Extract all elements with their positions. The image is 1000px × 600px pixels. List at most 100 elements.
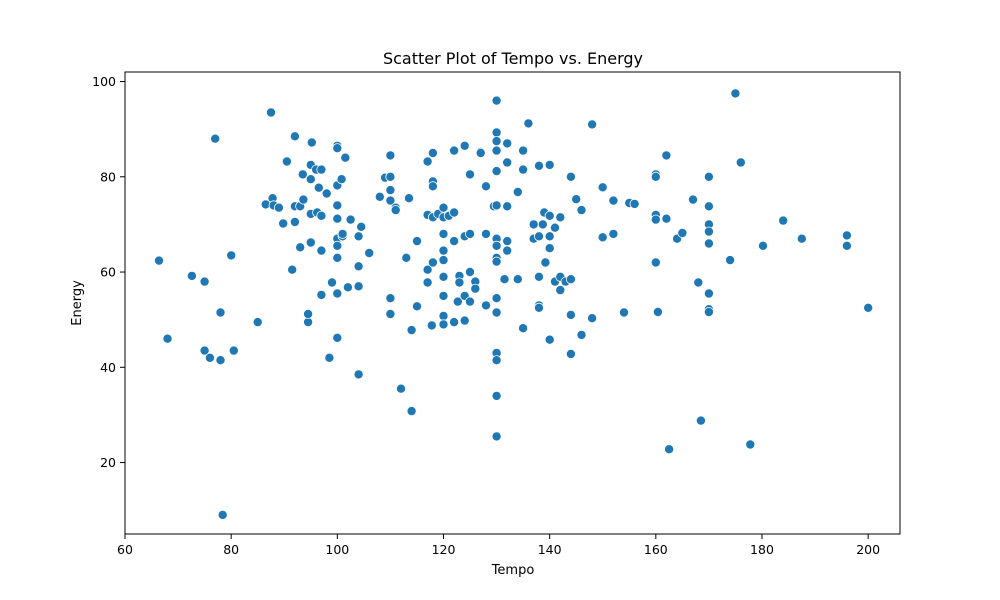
data-point bbox=[512, 274, 523, 285]
data-point bbox=[587, 119, 598, 130]
data-point bbox=[576, 205, 587, 216]
data-point bbox=[356, 221, 367, 232]
data-point bbox=[265, 107, 276, 118]
data-point bbox=[385, 293, 396, 304]
data-point bbox=[411, 236, 422, 247]
data-point bbox=[491, 355, 502, 366]
data-point bbox=[385, 308, 396, 319]
data-point bbox=[438, 290, 449, 301]
data-point bbox=[449, 207, 460, 218]
data-point bbox=[518, 323, 529, 334]
data-point bbox=[289, 131, 300, 142]
data-point bbox=[491, 166, 502, 177]
data-point bbox=[502, 236, 513, 247]
data-point bbox=[544, 334, 555, 345]
x-axis: 60 80 100 120 140 160 180 200 bbox=[117, 534, 880, 557]
data-point bbox=[459, 140, 470, 151]
data-point bbox=[406, 406, 417, 417]
data-point bbox=[555, 212, 566, 223]
data-point bbox=[703, 306, 714, 317]
data-point bbox=[565, 309, 576, 320]
data-point bbox=[565, 348, 576, 359]
data-point bbox=[480, 300, 491, 311]
data-point bbox=[534, 231, 545, 242]
data-point bbox=[661, 150, 672, 161]
data-point bbox=[326, 277, 337, 288]
data-point bbox=[342, 282, 353, 293]
data-point bbox=[422, 264, 433, 275]
data-point bbox=[422, 156, 433, 167]
x-axis-label: Tempo bbox=[491, 563, 535, 578]
data-point bbox=[353, 231, 364, 242]
data-point bbox=[316, 289, 327, 300]
data-point bbox=[313, 182, 324, 193]
chart-title: Scatter Plot of Tempo vs. Energy bbox=[383, 49, 643, 68]
data-point bbox=[306, 137, 317, 148]
data-point bbox=[725, 255, 736, 266]
data-point bbox=[210, 133, 221, 144]
data-point bbox=[475, 147, 486, 158]
data-point bbox=[390, 205, 401, 216]
data-point bbox=[332, 332, 343, 343]
data-point bbox=[385, 195, 396, 206]
data-point bbox=[449, 145, 460, 156]
data-point bbox=[336, 174, 347, 185]
data-point bbox=[502, 201, 513, 212]
data-point bbox=[464, 266, 475, 277]
data-point bbox=[534, 160, 545, 171]
data-point bbox=[544, 243, 555, 254]
data-point bbox=[401, 252, 412, 263]
data-point bbox=[703, 171, 714, 182]
y-axis: 20 40 60 80 100 bbox=[92, 74, 125, 470]
data-point bbox=[693, 277, 704, 288]
data-point bbox=[688, 194, 699, 205]
data-point bbox=[324, 352, 335, 363]
data-point bbox=[796, 233, 807, 244]
data-point bbox=[491, 240, 502, 251]
points-layer bbox=[153, 88, 874, 520]
data-point bbox=[518, 145, 529, 156]
data-point bbox=[464, 228, 475, 239]
data-point bbox=[281, 156, 292, 167]
data-point bbox=[438, 228, 449, 239]
data-point bbox=[491, 200, 502, 211]
data-point bbox=[385, 171, 396, 182]
x-tick-label: 140 bbox=[538, 542, 562, 557]
data-point bbox=[491, 256, 502, 267]
data-point bbox=[422, 277, 433, 288]
y-tick-label: 100 bbox=[92, 74, 116, 89]
data-point bbox=[534, 302, 545, 313]
data-point bbox=[289, 216, 300, 227]
data-point bbox=[427, 257, 438, 268]
data-point bbox=[470, 283, 481, 294]
data-point bbox=[661, 213, 672, 224]
x-tick-label: 100 bbox=[325, 542, 349, 557]
data-point bbox=[215, 307, 226, 318]
data-point bbox=[403, 193, 414, 204]
data-point bbox=[337, 228, 348, 239]
data-point bbox=[491, 136, 502, 147]
data-point bbox=[449, 236, 460, 247]
data-point bbox=[652, 306, 663, 317]
data-point bbox=[555, 285, 566, 296]
data-point bbox=[544, 210, 555, 221]
data-point bbox=[491, 127, 502, 138]
data-point bbox=[438, 310, 449, 321]
data-point bbox=[544, 231, 555, 242]
y-tick-label: 20 bbox=[100, 455, 116, 470]
data-point bbox=[316, 245, 327, 256]
data-point bbox=[321, 188, 332, 199]
data-point bbox=[332, 213, 343, 224]
x-tick-label: 80 bbox=[223, 542, 239, 557]
data-point bbox=[364, 247, 375, 258]
data-point bbox=[480, 181, 491, 192]
data-point bbox=[537, 219, 548, 230]
data-point bbox=[215, 355, 226, 366]
data-point bbox=[597, 232, 608, 243]
data-point bbox=[550, 222, 561, 233]
y-tick-label: 80 bbox=[100, 169, 116, 184]
x-tick-label: 60 bbox=[117, 542, 133, 557]
data-point bbox=[464, 169, 475, 180]
data-point bbox=[438, 202, 449, 213]
